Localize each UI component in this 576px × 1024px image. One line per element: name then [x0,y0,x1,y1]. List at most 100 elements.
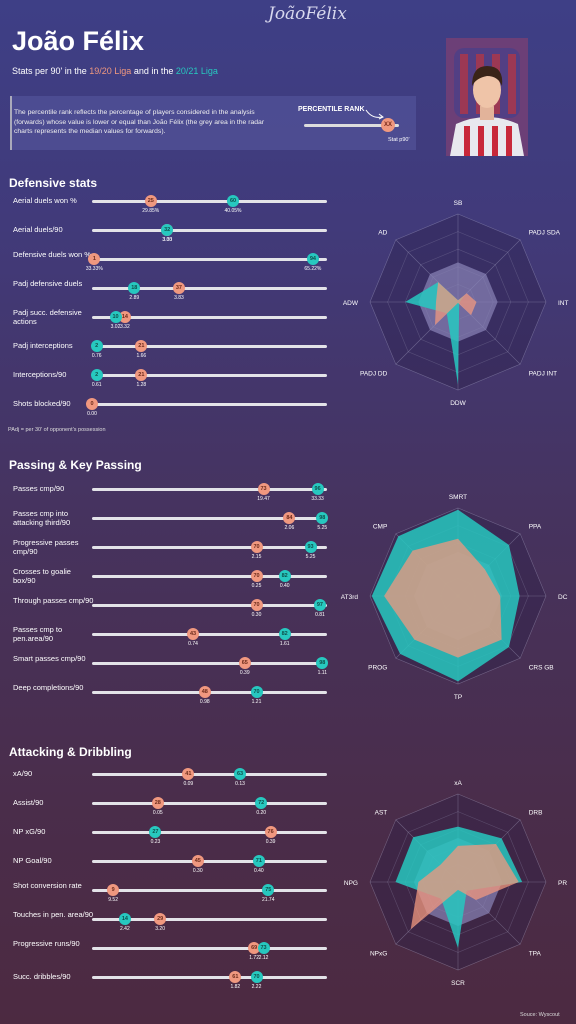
season2-dot: 93 [304,541,317,553]
stat-track [92,947,327,950]
season2-dot: 72 [255,797,268,809]
stat-track [92,374,327,377]
season2-value: 0.40 [253,868,264,874]
info-text: The percentile rank reflects the percent… [14,109,265,135]
season1-dot: 37 [172,282,185,294]
season1-dot: 61 [229,971,242,983]
radar-defensive: SB PADJ SDA INT PADJ INT DDW PADJ DD ADW AD [343,200,569,407]
season1-dot: 43 [187,628,200,640]
radar-axis-label: DC [558,594,568,601]
season2-value: 40.05% [224,208,242,214]
season1-dot: 65 [238,657,251,669]
season2-value: 5.25 [317,525,328,531]
season2-dot: 75 [262,884,275,896]
season1-dot: 84 [283,512,296,524]
stat-label: Aerial duels won % [13,196,77,205]
subtitle-text-2: and in the [131,66,176,76]
stat-label: Aerial duels/90 [13,225,63,234]
radar-axis-label: SMRT [449,494,467,501]
stat-label: Shot conversion rate [13,881,82,890]
season2-dot: 98 [316,512,329,524]
stat-track [92,918,327,921]
season2-dot: 97 [313,599,326,611]
radar-axis-label: TPA [529,951,542,958]
radar-axis-label: DRB [529,809,543,816]
radar-axis-label: PPA [529,523,542,530]
season2-dot: 70 [250,971,263,983]
season2-dot: 18 [128,282,141,294]
info-box [10,96,416,150]
season1-value: 0.74 [188,641,198,647]
season1-value: 0.39 [239,670,250,676]
season1-dot: 9 [107,884,120,896]
stat-label: Interceptions/90 [13,370,67,379]
season2-value: 3.02 [110,324,121,330]
season2-dot: 94 [306,253,319,265]
radar-axis-label: AST [375,809,388,816]
radar-axis-label: SB [454,200,463,207]
season2-dot: 14 [118,913,131,925]
season1-value: 1.72 [249,955,259,961]
stat-label: NP xG/90 [13,827,46,836]
radar-axis-label: xA [454,780,462,787]
radar-axis-label: ADW [343,300,359,307]
season2-dot: 60 [227,195,239,207]
subtitle: Stats per 90' in the 19/20 Liga and in t… [12,66,218,76]
source-note: Souce: Wyscout [520,1012,560,1018]
season2-dot: 70 [250,686,263,698]
stat-track [92,633,327,636]
season2-dot: 96 [311,483,324,495]
season1-value: 0.05 [152,810,163,816]
season2-label: 20/21 Liga [175,66,218,76]
season1-dot: 41 [182,768,195,780]
season1-dot: 45 [191,855,204,867]
legend-sub: Stat p90' [388,137,410,143]
legend-arrow-icon [365,109,384,120]
stat-label: Progressive runs/90 [13,939,80,948]
season2-dot: 71 [252,855,265,867]
season1-value: 0.00 [87,411,97,417]
season2-dot: 82 [278,628,291,640]
season2-dot: 32 [161,224,174,236]
stat-label: Shots blocked/90 [13,399,71,408]
stat-label: Passes cmp into attacking third/90 [13,509,71,527]
stat-track [92,316,327,319]
radar-axis-label: NPG [344,880,358,887]
season2-value: 21.74 [261,897,275,903]
season1-dot: 69 [248,942,261,954]
radar-axis-label: DDW [450,400,466,407]
stat-label: Defensive duels won % [13,250,91,259]
stat-track [92,488,327,491]
stat-track [92,802,327,805]
season1-dot: 70 [250,599,263,611]
season1-value: 0.30 [192,868,203,874]
radar-axis-label: SCR [451,980,465,987]
legend-title: PERCENTILE RANK [298,106,365,113]
season1-value: 0.30 [251,612,262,618]
stat-label: NP Goal/90 [13,856,52,865]
stat-track [92,403,327,406]
season1-value: 0.09 [183,781,194,787]
radar-ring [387,811,529,953]
season2-dot: 10 [109,311,122,323]
season1-value: 3.03 [162,237,173,243]
radar-axis-label: INT [558,300,569,307]
season2-value: 3.30 [162,237,173,243]
season2-dot: 2 [90,340,103,352]
stat-track [92,258,327,261]
season2-dot: 27 [149,826,162,838]
season1-value: 3.20 [155,926,165,932]
radar-axis-label: PROG [368,665,387,672]
season1-value: 1.66 [136,353,147,359]
stat-track [92,889,327,892]
radar-axis-label: CRS GB [529,665,554,672]
season1-dot: 14 [118,311,131,323]
season2-value: 0.20 [256,810,267,816]
season1-dot: 25 [144,195,157,207]
stat-label: Passes cmp/90 [13,484,65,493]
season2-value: 0.81 [315,612,325,618]
radar-axis-label: AT3rd [341,594,359,601]
player-photo [446,38,528,156]
season1-dot: 28 [151,797,164,809]
season1-value: 0.39 [265,839,276,845]
